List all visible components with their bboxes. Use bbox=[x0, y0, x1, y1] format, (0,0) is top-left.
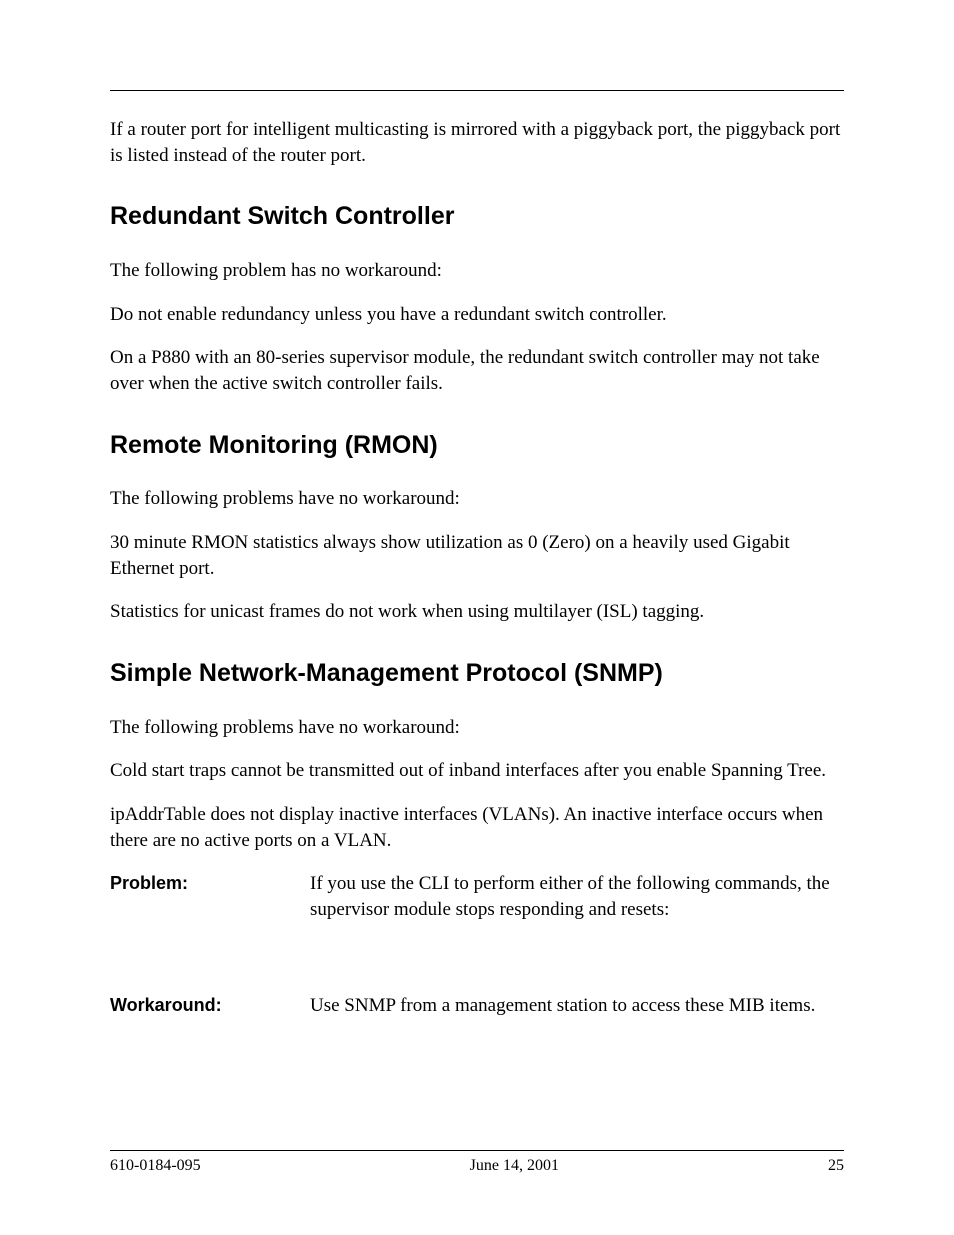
workaround-row: Workaround: Use SNMP from a management s… bbox=[110, 993, 844, 1019]
body-paragraph: Cold start traps cannot be transmitted o… bbox=[110, 758, 844, 784]
heading-redundant-switch-controller: Redundant Switch Controller bbox=[110, 200, 844, 234]
workaround-label: Workaround: bbox=[110, 993, 310, 1019]
body-paragraph: On a P880 with an 80-series supervisor m… bbox=[110, 345, 844, 396]
page-footer: 610-0184-095 June 14, 2001 25 bbox=[110, 1150, 844, 1175]
footer-date: June 14, 2001 bbox=[470, 1157, 559, 1175]
problem-label: Problem: bbox=[110, 871, 310, 922]
intro-paragraph: If a router port for intelligent multica… bbox=[110, 117, 844, 168]
body-paragraph: Statistics for unicast frames do not wor… bbox=[110, 599, 844, 625]
page-content: If a router port for intelligent multica… bbox=[110, 117, 844, 1018]
heading-remote-monitoring: Remote Monitoring (RMON) bbox=[110, 429, 844, 463]
footer-doc-number: 610-0184-095 bbox=[110, 1157, 201, 1175]
footer-rule bbox=[110, 1150, 844, 1151]
footer-page-number: 25 bbox=[828, 1157, 844, 1175]
lead-paragraph: The following problems have no workaroun… bbox=[110, 715, 844, 741]
header-rule bbox=[110, 90, 844, 91]
lead-paragraph: The following problem has no workaround: bbox=[110, 258, 844, 284]
problem-row: Problem: If you use the CLI to perform e… bbox=[110, 871, 844, 922]
body-paragraph: 30 minute RMON statistics always show ut… bbox=[110, 530, 844, 581]
footer-line: 610-0184-095 June 14, 2001 25 bbox=[110, 1157, 844, 1175]
problem-text: If you use the CLI to perform either of … bbox=[310, 871, 844, 922]
body-paragraph: ipAddrTable does not display inactive in… bbox=[110, 802, 844, 853]
heading-snmp: Simple Network-Management Protocol (SNMP… bbox=[110, 657, 844, 691]
body-paragraph: Do not enable redundancy unless you have… bbox=[110, 302, 844, 328]
document-page: If a router port for intelligent multica… bbox=[0, 0, 954, 1235]
workaround-text: Use SNMP from a management station to ac… bbox=[310, 993, 844, 1019]
lead-paragraph: The following problems have no workaroun… bbox=[110, 486, 844, 512]
